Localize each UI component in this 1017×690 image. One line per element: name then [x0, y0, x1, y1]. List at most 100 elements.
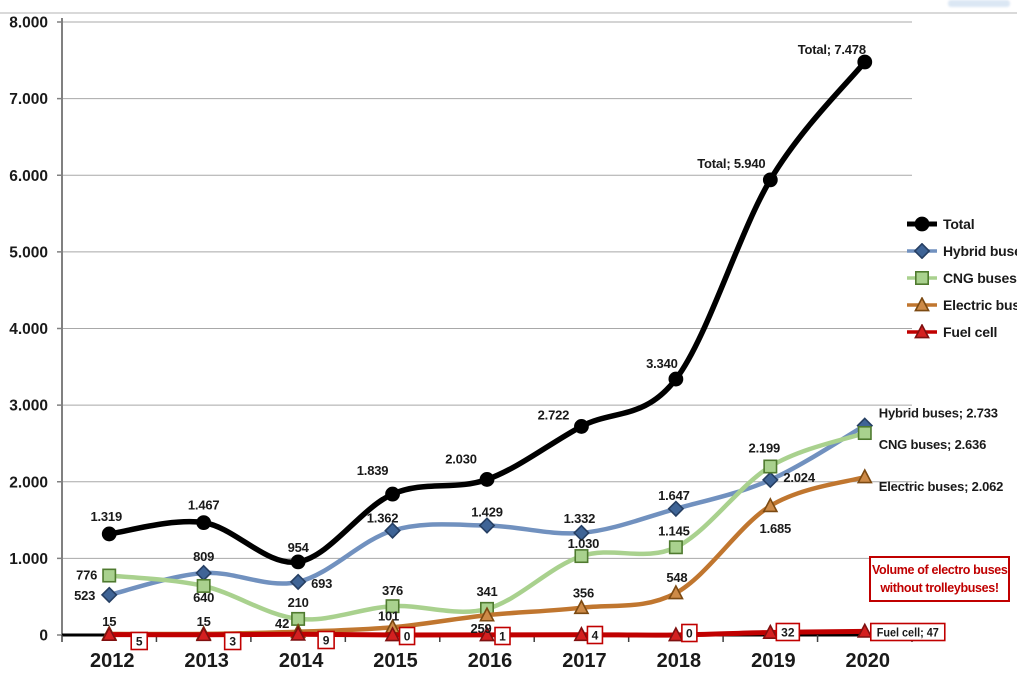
data-label: 523 — [74, 588, 95, 603]
data-point-marker — [667, 584, 684, 600]
boxed-data-label-frame — [223, 631, 242, 651]
total-legend-marker-icon — [907, 216, 937, 231]
data-label: 1.319 — [90, 509, 122, 524]
data-point-marker — [763, 459, 778, 474]
legend-label: CNG buses — [943, 269, 1017, 286]
data-point-marker — [762, 623, 779, 639]
legend-marker — [913, 242, 931, 259]
x-axis-category-label: 2014 — [279, 650, 324, 672]
legend-label: Hybrid buses — [943, 242, 1017, 259]
data-label: 954 — [288, 540, 310, 555]
data-label: Total; 7.478 — [798, 42, 866, 57]
legend-item-fuel-cell: Fuel cell — [905, 318, 1017, 345]
data-point-marker — [384, 626, 401, 642]
data-label: 42 — [275, 616, 289, 631]
boxed-data-label-frame — [317, 630, 335, 650]
axes: 0 1.000 2.000 3.000 4.000 5.000 6.000 7.000 8.00… — [9, 15, 913, 672]
x-axis-category-label: 2018 — [657, 650, 702, 672]
legend-marker — [914, 323, 930, 338]
annotation-line-1: Volume of electro buses — [872, 563, 1008, 577]
y-axis-tick-label: 2.000 — [9, 474, 48, 491]
series-line — [106, 59, 868, 565]
data-point-marker — [290, 554, 306, 570]
data-point-marker — [290, 625, 307, 641]
data-label: 1.647 — [658, 488, 690, 503]
data-point-marker — [573, 625, 590, 642]
legend-label: Total — [943, 215, 975, 232]
legend-marker — [914, 216, 930, 231]
data-label: Total; 5.940 — [697, 156, 765, 171]
legend-marker — [914, 296, 930, 311]
data-label: 15 — [197, 614, 211, 629]
data-label: 1.685 — [760, 521, 792, 536]
x-axis-category-label: 2019 — [751, 650, 796, 672]
data-label: 1.030 — [568, 536, 600, 551]
data-point-marker — [762, 172, 778, 188]
data-point-marker — [573, 598, 590, 615]
boxed-data-label-frame — [586, 625, 604, 645]
top-divider-line — [0, 12, 1017, 14]
x-axis-category-label: 2013 — [184, 650, 229, 672]
fuel-cell-legend-marker-icon — [907, 323, 937, 338]
series-total — [101, 54, 873, 570]
data-label: 2.030 — [445, 451, 477, 466]
data-point-marker — [479, 606, 495, 622]
data-point-marker — [667, 626, 684, 642]
x-axis-category-label: 2012 — [90, 650, 135, 672]
data-point-marker — [574, 549, 589, 564]
y-axis-tick-label: 3.000 — [9, 398, 48, 415]
boxed-data-label: 5 — [136, 635, 143, 649]
data-point-marker — [573, 524, 590, 542]
data-point-marker — [478, 517, 496, 534]
data-point-marker — [574, 419, 589, 434]
legend-item-hybrid-buses: Hybrid buses — [905, 237, 1017, 264]
data-point-marker — [857, 426, 872, 441]
series-hybrid-buses — [100, 417, 874, 604]
data-label: 15 — [102, 614, 116, 629]
boxed-data-label: Fuel cell; 47 — [877, 626, 939, 640]
data-label: 2.199 — [749, 441, 781, 456]
data-label: 776 — [76, 568, 97, 583]
data-point-marker — [762, 497, 779, 513]
hybrid-buses-legend-marker-icon — [907, 242, 937, 259]
data-label: 101 — [378, 608, 399, 623]
data-label: 809 — [193, 549, 214, 564]
legend-item-electric-buses: Electric buses — [905, 291, 1017, 318]
x-axis-category-label: 2020 — [846, 650, 891, 672]
data-label: 640 — [193, 590, 214, 605]
x-axis-category-label: 2017 — [562, 650, 607, 672]
data-label: 3.340 — [646, 356, 678, 371]
cng-buses-legend-marker-icon — [907, 270, 937, 285]
data-label: Electric buses; 2.062 — [879, 479, 1003, 494]
data-point-marker — [762, 471, 779, 489]
data-point-marker — [385, 599, 400, 614]
data-point-marker — [384, 522, 401, 539]
data-point-marker — [479, 626, 495, 642]
boxed-data-label: 9 — [323, 634, 330, 648]
electric-buses-legend-marker-icon — [907, 296, 937, 311]
data-point-marker — [856, 622, 873, 638]
boxed-data-label: 0 — [686, 627, 693, 641]
data-point-marker — [195, 626, 212, 642]
legend-item-total: Total — [905, 210, 1017, 237]
boxed-data-label-frame — [494, 626, 511, 646]
data-label: 341 — [476, 584, 497, 599]
y-axis-tick-label: 1.000 — [9, 551, 48, 568]
y-axis-tick-label: 8.000 — [9, 15, 48, 32]
data-point-marker — [668, 371, 684, 387]
data-label: 259 — [470, 621, 491, 636]
boxed-data-label-frame — [775, 622, 801, 642]
y-axis-tick-label: 7.000 — [9, 91, 48, 108]
x-axis-category-label: 2015 — [373, 650, 418, 672]
boxed-data-label-frame — [869, 622, 946, 642]
data-label: 1.467 — [188, 498, 220, 513]
data-point-marker — [667, 500, 685, 518]
boxed-data-label-frame — [398, 626, 416, 646]
annotation-box: Volume of electro buses without trolleyb… — [869, 556, 1010, 603]
data-point-marker — [856, 468, 873, 484]
boxed-data-label-frame — [130, 631, 149, 651]
x-axis-category-label: 2016 — [468, 650, 513, 672]
data-label: 1.429 — [471, 505, 503, 520]
data-point-marker — [195, 564, 212, 582]
